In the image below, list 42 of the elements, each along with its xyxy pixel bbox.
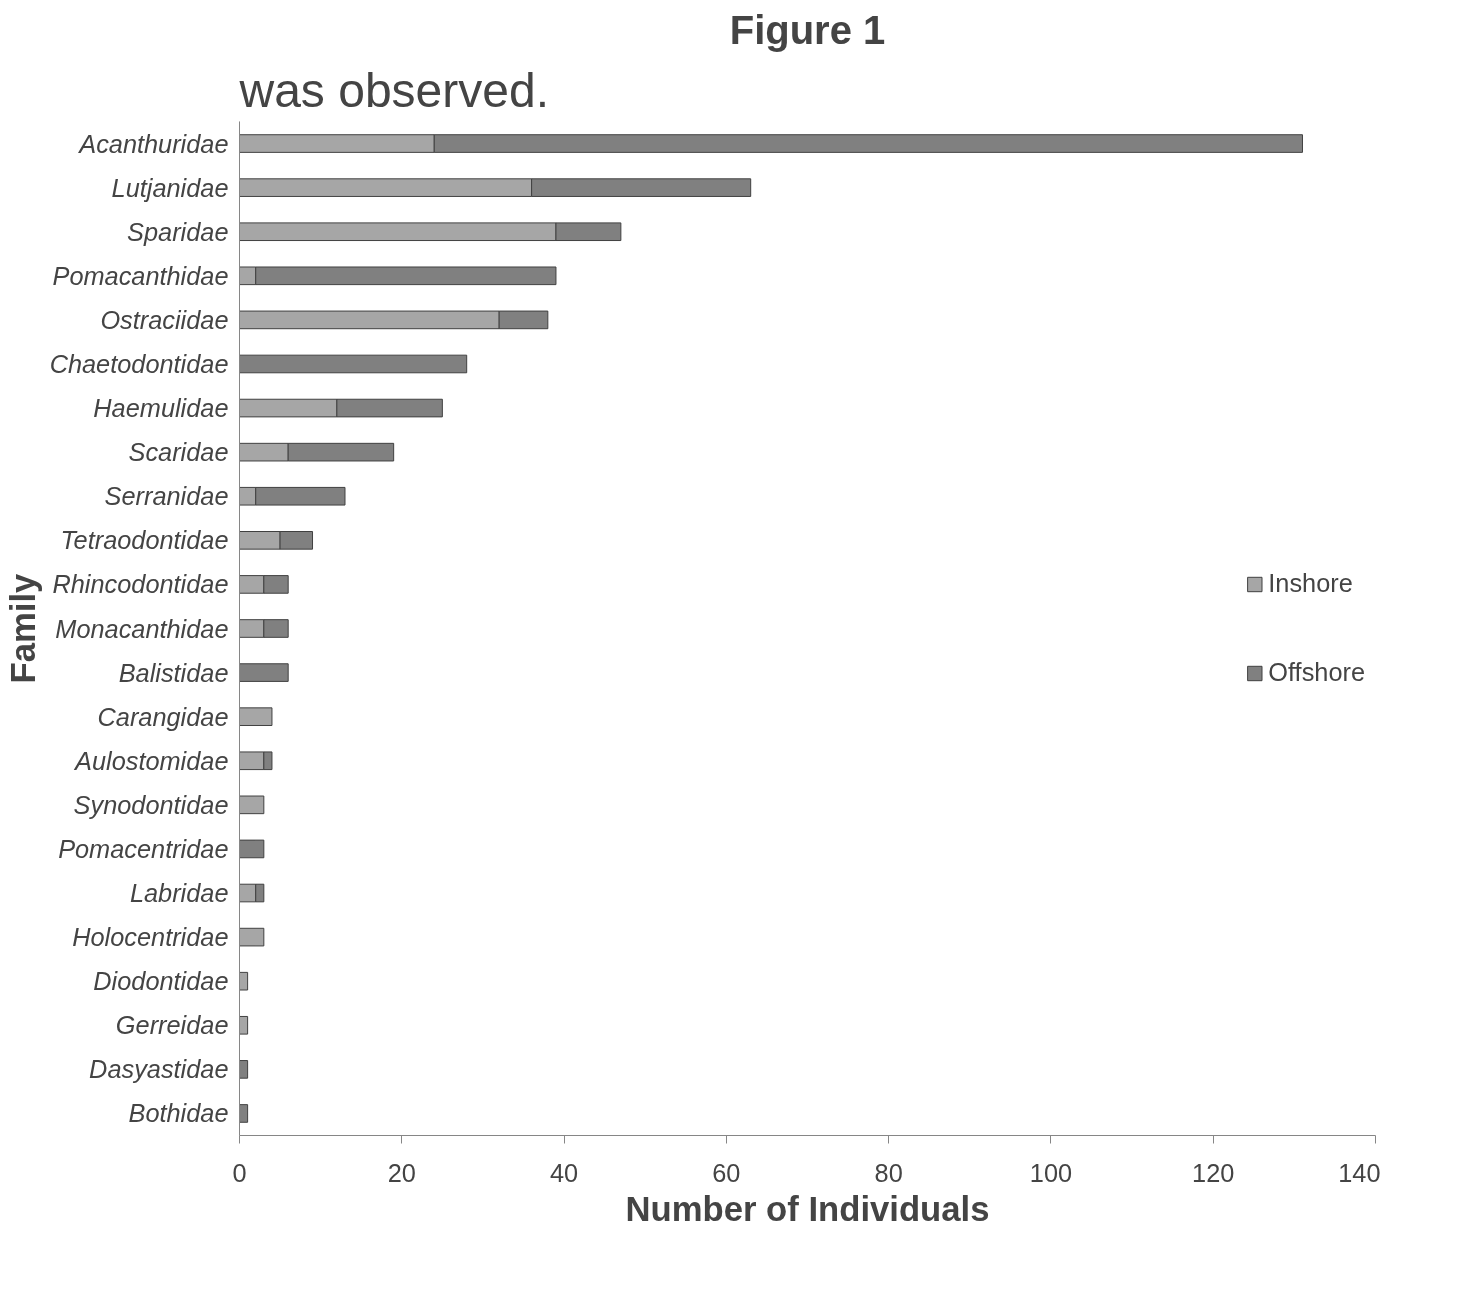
x-axis-title: Number of Individuals [625,1189,990,1228]
y-tick-label: Monacanthidae [55,614,229,643]
y-tick-label: Ostraciidae [100,305,229,334]
x-tick-label: 60 [712,1158,741,1187]
x-tick-label: 120 [1192,1158,1235,1187]
bar [239,927,265,947]
y-tick-label: Haemulidae [93,394,229,423]
y-tick-label: Dasyastidae [89,1055,229,1084]
text: was observed. [238,63,549,117]
y-tick-label: Aulostomidae [73,746,229,775]
bar [239,707,273,726]
y-tick-label: Acanthuridae [77,129,229,158]
y-tick-label: Labridae [129,879,229,908]
y-tick-label: Carangidae [97,702,229,731]
y-tick-label: Serranidae [104,482,229,511]
legend-label: Inshore [1268,569,1353,598]
x-tick-label: 80 [874,1158,903,1187]
x-tick-label: 20 [387,1158,416,1187]
y-tick-label: Diodontidae [93,967,229,996]
x-tick-label: 100 [1029,1158,1073,1187]
y-tick-label: Lutjanidae [111,173,229,202]
y-tick-label: Pomacentridae [58,834,229,863]
y-tick-label: Rhincodontidae [52,570,229,599]
x-tick-label: 40 [549,1158,579,1187]
x-tick-label: 140 [1338,1158,1381,1187]
y-axis-title: Family [3,572,42,684]
chart-title: Figure 1 [729,7,886,52]
y-tick-label: Holocentridae [72,923,229,952]
y-tick-label: Chaetodontidae [49,349,229,378]
y-tick-label: Pomacanthidae [52,261,229,290]
y-tick-label: Scaridae [128,438,229,467]
bar [239,971,249,991]
y-tick-label: Synodontidae [73,790,229,819]
y-tick-label: Balistidae [118,658,229,687]
bar [239,795,265,815]
legend-label: Offshore [1268,658,1365,687]
x-tick-label: 0 [232,1158,247,1187]
y-tick-label: Tetraodontidae [60,526,229,555]
y-tick-label: Gerreidae [115,1011,229,1040]
y-tick-label: Sparidae [127,217,229,246]
y-tick-label: Bothidae [128,1099,229,1128]
bar [239,1015,249,1035]
